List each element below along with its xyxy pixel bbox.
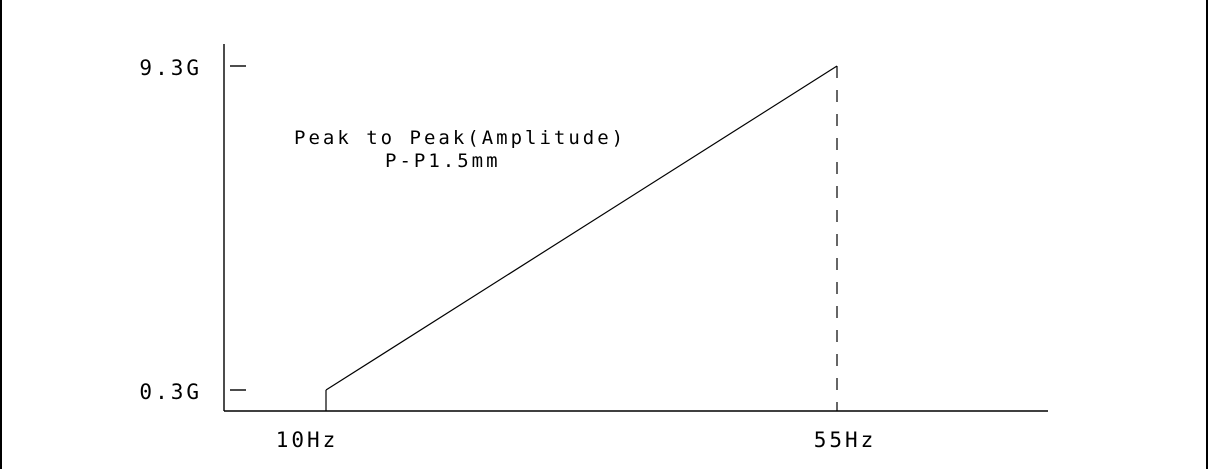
x-tick-label-end: 55Hz <box>814 428 877 452</box>
y-tick-label-bottom: 0.3G <box>139 380 202 404</box>
y-tick-label-top: 9.3G <box>139 56 202 80</box>
annotation-pp-amplitude: P-P1.5mm <box>385 150 501 172</box>
x-tick-label-start: 10Hz <box>276 428 339 452</box>
annotation-peak-to-peak: Peak to Peak(Amplitude) <box>294 127 626 149</box>
series-line <box>325 65 838 391</box>
